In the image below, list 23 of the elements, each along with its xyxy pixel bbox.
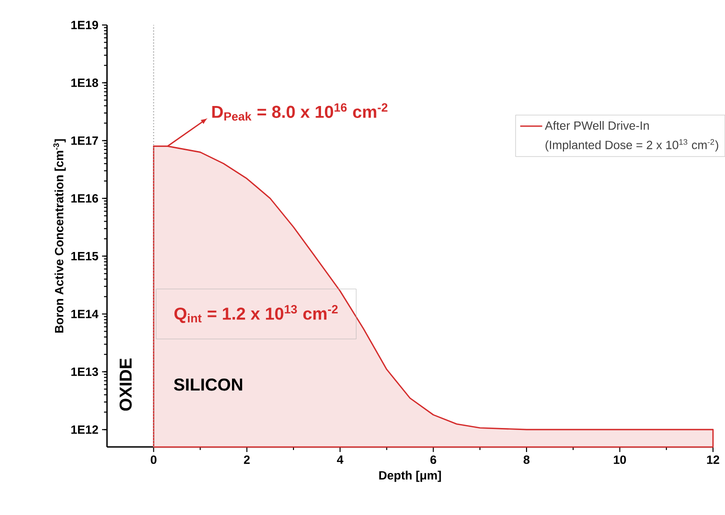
- y-tick-label: 1E18: [71, 78, 98, 88]
- x-axis-title: Depth [μm]: [379, 470, 441, 482]
- annotation: D$_{Peak}$ = 8.0 x 10$^{16}$ cm$^{-2}$: [212, 103, 388, 121]
- x-tick-label: 6: [430, 455, 436, 464]
- y-tick-label: 1E17: [71, 136, 98, 145]
- legend-label: After PWell Drive-In: [544, 121, 649, 130]
- annotation: (Implanted Dose = 2 x 10$^{13}$ cm$^{-2}$): [546, 139, 718, 152]
- y-axis-title: Boron Active Concentration [cm$^{-3}$]: [53, 139, 66, 333]
- x-tick-label: 8: [524, 455, 530, 464]
- x-tick-label: 10: [614, 455, 626, 464]
- y-tick-label: 1E19: [71, 20, 98, 30]
- annotation: Q$_{int}$ = 1.2 x 10$^{13}$ cm$^{-2}$: [174, 304, 338, 323]
- y-tick-label: 1E14: [71, 310, 98, 318]
- annotation: SILICON: [174, 378, 242, 391]
- x-tick-label: 2: [244, 455, 250, 464]
- x-tick-label: 4: [336, 455, 344, 464]
- y-tick-label: 1E16: [71, 194, 98, 203]
- y-tick-label: 1E12: [71, 425, 98, 434]
- x-tick-label: 0: [150, 455, 156, 464]
- y-tick-label: 1E15: [71, 252, 98, 260]
- x-tick-label: 12: [707, 455, 720, 464]
- annotation: OXIDE: [120, 358, 132, 411]
- y-tick-label: 1E13: [71, 368, 98, 376]
